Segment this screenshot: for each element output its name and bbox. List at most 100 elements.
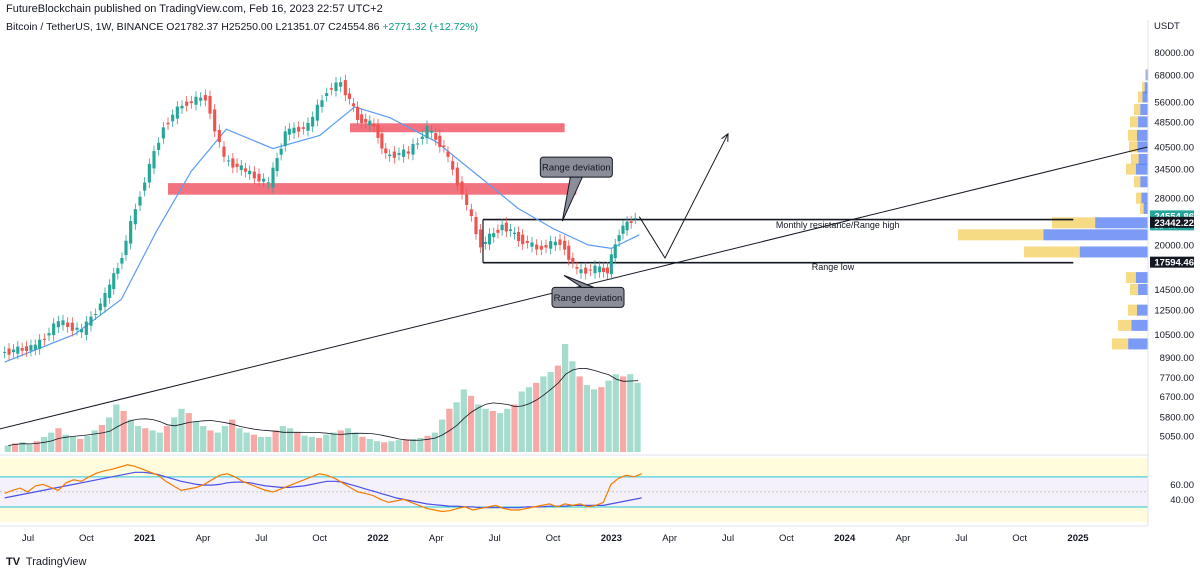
candle-body <box>329 88 333 90</box>
candle-body <box>598 266 602 273</box>
volume-bar <box>120 410 127 452</box>
resistance-zone <box>168 183 577 195</box>
candle-body <box>199 97 203 101</box>
moving-average-line <box>4 106 640 363</box>
x-tick-label: 2025 <box>1067 533 1089 544</box>
candle-body <box>266 182 270 184</box>
volume-bar <box>258 436 265 452</box>
y-tick-label: 10500.00 <box>1154 330 1194 341</box>
volume-bar <box>533 382 540 452</box>
tradingview-brand: TradingView <box>25 556 87 568</box>
candle-body <box>411 144 415 155</box>
candle-body <box>451 161 455 170</box>
candle-body <box>521 234 525 245</box>
candle-body <box>465 194 469 205</box>
x-tick-label: Jul <box>955 533 967 544</box>
candle-body <box>283 131 287 147</box>
volume-bar <box>192 421 200 452</box>
price-label-box <box>1150 216 1194 228</box>
candle-body <box>430 130 434 133</box>
candle-body <box>601 267 606 273</box>
legend-close: C24554.86 <box>328 21 380 33</box>
candle-body <box>108 284 112 298</box>
callout-pointer <box>563 274 595 288</box>
volume-profile-bar <box>1146 69 1148 81</box>
volume-bar <box>62 434 69 452</box>
candle-body <box>343 80 347 96</box>
candle-body <box>584 267 588 274</box>
y-tick-label: 56000.00 <box>1154 97 1194 108</box>
volume-bar <box>163 426 171 452</box>
symbol-legend: Bitcoin / TetherUS, 1W, BINANCE O21782.3… <box>6 21 478 33</box>
volume-bar <box>388 441 395 452</box>
candle-body <box>56 321 60 328</box>
candle-body <box>227 160 231 162</box>
volume-profile-bar <box>1137 304 1148 316</box>
volume-bar <box>221 426 229 452</box>
volume-bar <box>518 391 525 452</box>
x-tick-label: Apr <box>429 533 444 544</box>
x-tick-label: Jul <box>255 533 267 544</box>
volume-profile-bar <box>1142 82 1145 94</box>
candle-body <box>222 146 226 157</box>
candle-body <box>11 349 15 353</box>
volume-bar <box>91 430 98 452</box>
range-deviation-callout: Range deviation <box>551 274 625 308</box>
candle-body <box>66 322 70 327</box>
volume-bar <box>525 387 533 452</box>
projection-arrowhead <box>721 132 729 142</box>
candle-body <box>364 119 368 123</box>
y-tick-label: 12500.00 <box>1154 306 1194 317</box>
candle-body <box>103 292 107 307</box>
volume-bar <box>142 428 149 452</box>
volume-bar <box>156 432 163 452</box>
volume-profile-bar <box>1140 176 1148 188</box>
candle-body <box>380 133 384 149</box>
volume-profile-bar <box>1130 284 1139 296</box>
candle-body <box>161 127 165 139</box>
volume-bar <box>4 445 11 452</box>
volume-bar <box>402 439 410 452</box>
volume-profile-bar <box>1128 338 1148 350</box>
candle-body <box>617 235 621 242</box>
candle-body <box>613 244 617 259</box>
volume-bar <box>243 432 250 452</box>
volume-bar <box>77 439 84 452</box>
volume-bar <box>323 434 330 452</box>
projection-path <box>638 133 729 260</box>
candle-body <box>42 338 46 340</box>
candle-body <box>402 149 406 157</box>
volume-bar <box>424 435 431 452</box>
candle-body <box>235 163 239 167</box>
volume-bar <box>149 430 156 452</box>
candle-body <box>571 258 575 263</box>
callout-pointer <box>561 176 584 222</box>
symbol-name[interactable]: Bitcoin / TetherUS, 1W, BINANCE <box>6 21 164 33</box>
range-deviation-callout: Range deviation <box>539 156 613 222</box>
legend-open: O21782.37 <box>166 21 219 33</box>
volume-profile-bar <box>1052 217 1096 229</box>
volume-profile-bar <box>1140 202 1144 214</box>
y-tick-label: 40500.00 <box>1154 142 1194 153</box>
candle-body <box>194 96 198 105</box>
candle-body <box>487 233 492 245</box>
legend-low: L21351.07 <box>275 21 326 33</box>
candle-body <box>397 153 401 155</box>
candle-body <box>504 222 508 232</box>
volume-profile-bar <box>1135 163 1148 175</box>
x-tick-label: Apr <box>896 533 911 544</box>
candle-body <box>292 127 296 134</box>
volume-bar <box>554 365 562 452</box>
candle-body <box>116 268 120 274</box>
y-tick-label: 8900.00 <box>1160 353 1194 364</box>
volume-bar <box>612 374 619 452</box>
volume-ma-line <box>8 367 639 446</box>
volume-bar <box>511 404 518 452</box>
volume-bar <box>236 428 243 452</box>
volume-bar <box>359 436 366 452</box>
volume-profile-bar <box>1095 217 1148 229</box>
candle-body <box>558 239 562 245</box>
price-label-box <box>1150 256 1194 268</box>
volume-bar <box>438 419 446 452</box>
